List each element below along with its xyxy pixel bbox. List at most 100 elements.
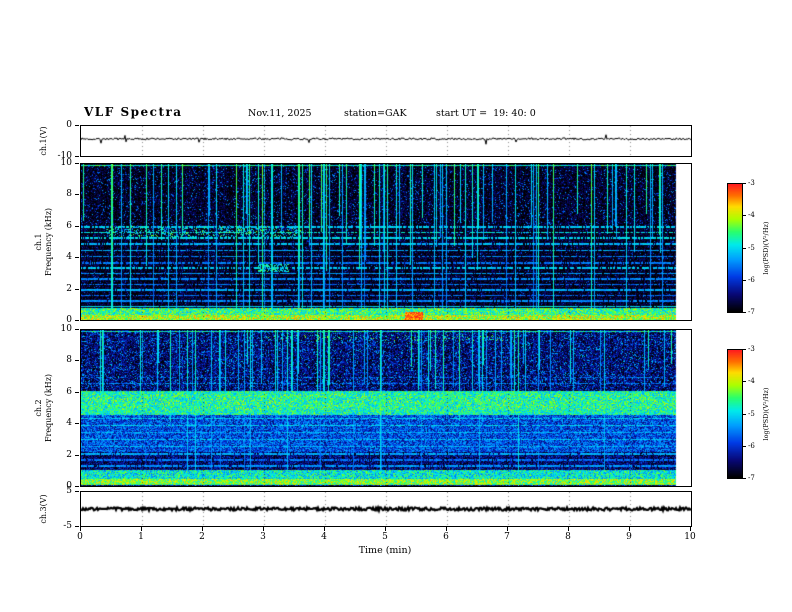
ch2-spec-y-tick-label: 4 [66, 418, 72, 429]
x-tick-label: 0 [77, 532, 83, 542]
ch1-spec-y-tick-mark [75, 320, 79, 321]
ch1-spec-y-tick-label: 10 [60, 158, 72, 168]
x-tick-label: 10 [684, 532, 696, 542]
ch1-spec-ylabel: ch.1 Frequency (kHz) [34, 208, 54, 276]
ch2-spec-y-tick-mark [75, 486, 79, 487]
ch1-wave-y-tick-mark [75, 125, 79, 126]
ch1-spec-y-tick-mark [75, 194, 79, 196]
cb2-tick-label: -4 [748, 377, 755, 386]
ch1-spec-y-tick-label: 0 [66, 315, 72, 325]
ch2-spec-y-tick-label: 2 [66, 449, 72, 460]
ch1-wave-y-tick-label: -10 [57, 151, 73, 161]
colorbar-ch2-canvas [728, 350, 742, 478]
x-tick-mark [385, 527, 386, 531]
x-tick-mark [80, 527, 81, 531]
cb2-tick-label: -3 [748, 345, 755, 353]
x-tick-mark [324, 527, 325, 531]
cb2-tick-mark [743, 478, 746, 479]
figure-station: station=GAK [344, 108, 407, 119]
x-tick-mark [141, 527, 142, 531]
ch1-wave-y-tick-mark [75, 156, 79, 157]
x-tick-mark [507, 527, 508, 531]
cb2-tick-label: -7 [748, 474, 755, 482]
cb1-tick-mark [743, 183, 746, 184]
ch3-wave-y-tick-label: 5 [66, 486, 72, 496]
ch3-waveform-canvas [81, 492, 691, 526]
x-tick-mark [202, 527, 203, 531]
ch1-spec-y-tick-label: 8 [66, 189, 72, 200]
x-tick-mark [446, 527, 447, 531]
cb2-tick-label: -5 [748, 409, 755, 418]
ch3-wave-y-tick-mark [75, 491, 79, 492]
colorbar-ch1 [727, 183, 743, 313]
ch2-spec-ylabel-channel: ch.2 [34, 399, 43, 417]
ch1-spec-y-tick-label: 2 [66, 283, 72, 294]
cb1-tick-mark [743, 215, 746, 217]
panel-ch1-waveform [80, 125, 692, 157]
ch2-spec-y-tick-label: 10 [60, 324, 72, 334]
figure-date: Nov.11, 2025 [248, 108, 312, 119]
cb1-tick-label: -5 [748, 243, 755, 252]
cb2-tick-mark [743, 413, 746, 415]
ch2-spec-y-tick-label: 6 [66, 386, 72, 397]
cb2-tick-mark [743, 349, 746, 350]
ch1-spec-ylabel-frequency: Frequency (kHz) [44, 207, 53, 277]
x-tick-mark [568, 527, 569, 531]
x-tick-label: 2 [199, 532, 205, 542]
figure-start-ut: start UT = 19: 40: 0 [436, 108, 536, 119]
ch1-waveform-canvas [81, 126, 691, 156]
cb1-tick-label: -3 [748, 179, 755, 187]
x-axis-title: Time (min) [358, 545, 412, 556]
ch1-wave-y-tick-label: 0 [66, 120, 72, 130]
ch2-spec-y-tick-label: 8 [66, 355, 72, 366]
ch1-wave-ylabel-text: ch.1(V) [39, 126, 48, 156]
ch3-wave-y-tick-label: -5 [63, 521, 72, 531]
x-tick-label: 9 [626, 532, 632, 542]
ch3-wave-ylabel: ch.3(V) [39, 494, 49, 523]
cb2-tick-label: -6 [748, 441, 755, 450]
ch1-spec-y-tick-mark [75, 257, 79, 259]
ch2-spec-y-tick-mark [75, 423, 79, 425]
ch2-spec-y-tick-mark [75, 329, 79, 330]
ch1-spec-y-tick-mark [75, 288, 79, 290]
cb1-tick-label: -7 [748, 308, 755, 316]
colorbar-ch2 [727, 349, 743, 479]
colorbar-ch2-label: log(PSD)(V²/Hz) [761, 387, 770, 441]
cb1-tick-mark [743, 279, 746, 281]
ch2-spec-y-tick-mark [75, 454, 79, 456]
ch2-spectrogram-canvas [81, 330, 691, 486]
ch1-spec-y-tick-mark [75, 225, 79, 227]
x-tick-mark [263, 527, 264, 531]
ch3-wave-ylabel-text: ch.3(V) [39, 494, 48, 524]
ch2-spec-y-tick-mark [75, 360, 79, 362]
x-tick-label: 7 [504, 532, 510, 542]
ch1-spec-y-tick-mark [75, 163, 79, 164]
colorbar-ch1-label: log(PSD)(V²/Hz) [761, 221, 770, 275]
cb2-tick-mark [743, 381, 746, 383]
x-tick-mark [690, 527, 691, 531]
cb1-tick-label: -6 [748, 275, 755, 284]
x-tick-label: 4 [321, 532, 327, 542]
x-tick-label: 5 [382, 532, 388, 542]
ch2-spec-ylabel: ch.2 Frequency (kHz) [34, 374, 54, 442]
x-tick-label: 6 [443, 532, 449, 542]
ch1-spec-y-tick-label: 4 [66, 252, 72, 263]
ch2-spec-y-tick-label: 0 [66, 481, 72, 491]
x-tick-label: 3 [260, 532, 266, 542]
ch2-spec-y-tick-mark [75, 391, 79, 393]
cb1-tick-mark [743, 312, 746, 313]
ch1-spec-y-tick-label: 6 [66, 220, 72, 231]
panel-ch2-spectrogram [80, 329, 692, 487]
cb1-tick-label: -4 [748, 211, 755, 220]
ch3-wave-y-tick-mark [75, 526, 79, 527]
x-tick-label: 1 [138, 532, 144, 542]
x-tick-mark [629, 527, 630, 531]
ch1-spectrogram-canvas [81, 164, 691, 320]
ch2-spec-ylabel-frequency: Frequency (kHz) [44, 373, 53, 443]
cb1-tick-mark [743, 247, 746, 249]
cb2-tick-mark [743, 445, 746, 447]
figure-title: VLF Spectra [84, 105, 183, 119]
ch1-spec-ylabel-channel: ch.1 [34, 233, 43, 251]
ch1-wave-ylabel: ch.1(V) [39, 126, 49, 155]
